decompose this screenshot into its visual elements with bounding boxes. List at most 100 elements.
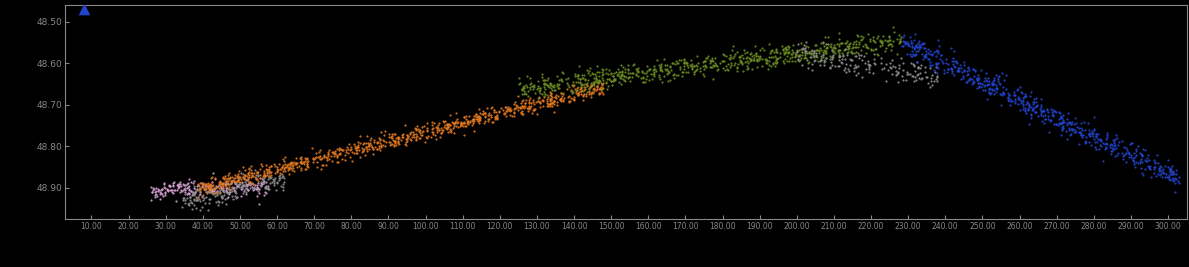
Point — [1163, 177, 1182, 182]
Point — [325, 154, 344, 158]
Point — [999, 93, 1018, 97]
Point — [396, 137, 415, 141]
Point — [805, 54, 824, 58]
Point — [1138, 155, 1157, 160]
Point — [206, 177, 225, 181]
Point — [822, 42, 841, 46]
Point — [904, 73, 923, 78]
Point — [610, 76, 629, 80]
Point — [239, 166, 258, 170]
Point — [565, 83, 584, 88]
Point — [428, 126, 447, 130]
Point — [983, 82, 1002, 86]
Point — [265, 175, 284, 180]
Point — [736, 51, 755, 55]
Point — [199, 185, 218, 189]
Point — [338, 145, 357, 149]
Point — [535, 87, 554, 91]
Point — [464, 129, 483, 133]
Point — [948, 69, 967, 74]
Point — [1017, 102, 1036, 106]
Point — [1076, 128, 1095, 132]
Point — [892, 56, 911, 61]
Point — [574, 82, 593, 86]
Point — [838, 45, 857, 49]
Point — [756, 61, 775, 66]
Point — [214, 193, 233, 197]
Point — [842, 58, 861, 62]
Point — [736, 56, 755, 60]
Point — [229, 184, 249, 189]
Point — [1152, 169, 1171, 173]
Point — [786, 53, 805, 57]
Point — [396, 142, 415, 147]
Point — [470, 113, 489, 118]
Point — [199, 184, 218, 188]
Point — [1005, 90, 1024, 95]
Point — [517, 85, 536, 89]
Point — [512, 92, 531, 96]
Point — [214, 175, 233, 179]
Point — [312, 167, 331, 171]
Point — [938, 67, 957, 71]
Point — [210, 190, 229, 194]
Point — [370, 136, 389, 140]
Point — [794, 46, 813, 50]
Point — [196, 188, 215, 192]
Point — [820, 57, 839, 61]
Point — [224, 186, 243, 190]
Point — [900, 72, 919, 77]
Point — [281, 166, 300, 170]
Point — [509, 108, 528, 112]
Point — [235, 180, 254, 184]
Point — [999, 95, 1018, 100]
Point — [534, 90, 553, 94]
Point — [616, 75, 635, 79]
Point — [474, 111, 493, 116]
Point — [360, 147, 379, 151]
Point — [273, 188, 292, 192]
Point — [685, 69, 704, 73]
Point — [675, 60, 694, 64]
Point — [832, 41, 851, 45]
Point — [693, 60, 712, 64]
Point — [439, 124, 458, 129]
Point — [970, 80, 989, 85]
Point — [836, 47, 855, 52]
Point — [346, 144, 365, 148]
Point — [249, 174, 268, 178]
Point — [413, 133, 432, 138]
Point — [187, 198, 206, 202]
Point — [233, 183, 252, 188]
Point — [697, 56, 716, 60]
Point — [1062, 122, 1081, 127]
Point — [252, 182, 271, 186]
Point — [520, 100, 539, 105]
Point — [653, 69, 672, 73]
Point — [1056, 129, 1075, 133]
Point — [981, 86, 1000, 90]
Point — [820, 54, 839, 58]
Point — [1068, 125, 1087, 129]
Point — [369, 143, 388, 148]
Point — [996, 87, 1015, 92]
Point — [612, 73, 631, 77]
Point — [1013, 107, 1032, 111]
Point — [696, 56, 715, 61]
Point — [1087, 135, 1106, 139]
Point — [201, 190, 220, 195]
Point — [731, 58, 750, 62]
Point — [571, 81, 590, 85]
Point — [561, 88, 580, 92]
Point — [674, 64, 693, 68]
Point — [487, 115, 507, 119]
Point — [496, 111, 515, 116]
Point — [1140, 166, 1159, 170]
Point — [779, 50, 798, 54]
Point — [765, 62, 784, 66]
Point — [640, 78, 659, 83]
Point — [674, 61, 693, 65]
Point — [218, 176, 237, 181]
Point — [467, 114, 486, 118]
Point — [624, 62, 643, 66]
